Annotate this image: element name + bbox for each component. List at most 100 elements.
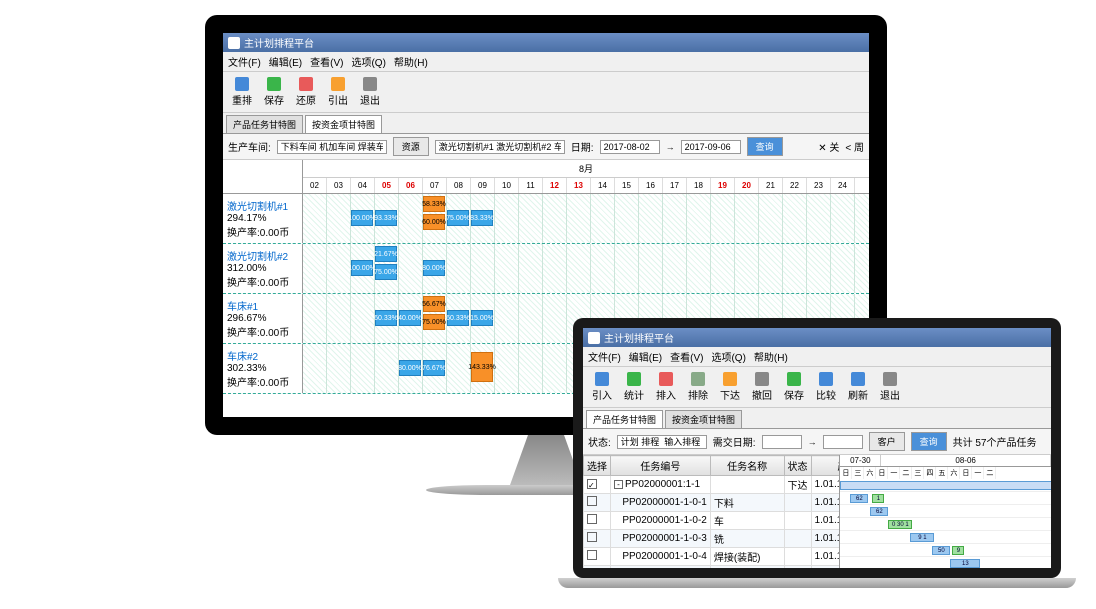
checkbox[interactable] [587,496,597,506]
col-header: 产品代码 [811,456,840,476]
mg-bar[interactable]: 9 [952,546,964,555]
query-btn[interactable]: 查询 [747,137,783,156]
day-header: 18 [687,178,711,193]
mg-bar[interactable]: 50 [932,546,950,555]
mg-bar[interactable]: 62 [870,507,888,516]
prev-btn[interactable]: < 周 [845,139,864,154]
gantt-bar[interactable]: 83.33% [471,210,493,226]
task-row[interactable]: -PP02000001:1-1下达1.01.102-007-000制动器板中61… [584,476,841,494]
laptop-bezel: 主计划排程平台 文件(F)编辑(E)查看(V)选项(Q)帮助(H) 引入统计排入… [573,318,1061,578]
gantt-bar[interactable]: 56.67% [423,296,445,312]
toolbar-btn-保存[interactable]: 保存 [260,75,288,109]
day-header: 09 [471,178,495,193]
toolbar-btn-还原[interactable]: 还原 [292,75,320,109]
tab[interactable]: 按资金项甘特图 [665,410,742,428]
task-row[interactable]: PP02000001-1-0-4焊接(装配)1.01.102-0X07-000制… [584,548,841,566]
toolbar-btn-引入[interactable]: 引入 [588,370,616,404]
gantt-bar[interactable]: 143.33% [471,352,493,382]
checkbox[interactable] [587,550,597,560]
filter-bar-2: 状态: 需交日期: → 客户 查询 共计 57个产品任务 [583,429,1051,455]
toolbar-btn-排除[interactable]: 排除 [684,370,712,404]
col-header: 任务名称 [710,456,784,476]
gantt-bar[interactable]: 80.00% [423,260,445,276]
gantt-bar[interactable]: 100.00% [351,210,373,226]
menu-item[interactable]: 查看(V) [310,54,343,69]
toolbar-btn-保存[interactable]: 保存 [780,370,808,404]
day-header: 三 [912,467,924,479]
gantt-bar[interactable]: 58.33% [423,196,445,212]
gantt-bar[interactable]: 60.00% [423,214,445,230]
toolbar-btn-刷新[interactable]: 刷新 [844,370,872,404]
menu-item[interactable]: 查看(V) [670,349,703,364]
day-header: 17 [663,178,687,193]
tree-toggle[interactable]: - [614,480,623,489]
gantt-row: 激光切割机#2312.00%换产率:0.00币100.00%21.67%75.0… [223,244,869,294]
mg-bar[interactable] [840,481,1051,490]
toolbar-btn-重排[interactable]: 重排 [228,75,256,109]
mg-bar[interactable]: 9 1 [910,533,934,542]
gantt-bar[interactable]: 75.00% [423,314,445,330]
resource-input[interactable] [435,140,565,154]
gantt-bar[interactable]: 15.00% [471,310,493,326]
day-header: 13 [567,178,591,193]
cust-btn[interactable]: 客户 [869,432,905,451]
toolbar-btn-下达[interactable]: 下达 [716,370,744,404]
toolbar-btn-统计[interactable]: 统计 [620,370,648,404]
gantt-bar[interactable]: 21.67% [375,246,397,262]
gantt-bar[interactable]: 40.00% [399,310,421,326]
query-btn-2[interactable]: 查询 [911,432,947,451]
laptop-screen: 主计划排程平台 文件(F)编辑(E)查看(V)选项(Q)帮助(H) 引入统计排入… [583,328,1051,568]
day-header: 03 [327,178,351,193]
mg-bar[interactable]: 13 [950,559,980,568]
menu-item[interactable]: 编辑(E) [629,349,662,364]
gantt-bar[interactable]: 100.00% [351,260,373,276]
tab[interactable]: 按资金项甘特图 [305,115,382,133]
gantt-bar[interactable]: 76.67% [423,360,445,376]
date-from[interactable] [600,140,660,154]
toolbar-btn-撤回[interactable]: 撤回 [748,370,776,404]
status-input[interactable] [617,435,707,449]
due-from[interactable] [762,435,802,449]
close-btn[interactable]: ✕ 关 [818,139,839,154]
gantt-bar[interactable]: 60.33% [375,310,397,326]
menu-item[interactable]: 选项(Q) [351,54,385,69]
toolbar-btn-排入[interactable]: 排入 [652,370,680,404]
menu-item[interactable]: 选项(Q) [711,349,745,364]
day-header: 三 [852,467,864,479]
workshop-input[interactable] [277,140,387,154]
gantt-bar[interactable]: 60.33% [447,310,469,326]
toolbar-btn-退出[interactable]: 退出 [356,75,384,109]
task-row[interactable]: PP02000001-1-0-3铣1.01.102-007-000铸板中61 [584,530,841,548]
tab[interactable]: 产品任务甘特图 [586,410,663,428]
due-to[interactable] [823,435,863,449]
toolbar-btn-退出[interactable]: 退出 [876,370,904,404]
tab[interactable]: 产品任务甘特图 [226,115,303,133]
menu-item[interactable]: 帮助(H) [754,349,788,364]
menu-item[interactable]: 编辑(E) [269,54,302,69]
gantt-bar[interactable]: 75.00% [447,210,469,226]
resource-btn[interactable]: 资源 [393,137,429,156]
day-header: 06 [399,178,423,193]
workshop-label: 生产车间: [228,139,271,154]
gantt-bar[interactable]: 80.00% [399,360,421,376]
checkbox[interactable] [587,532,597,542]
mg-bar[interactable]: 1 [872,494,884,503]
menu-item[interactable]: 文件(F) [228,54,261,69]
mg-bar[interactable]: 62 [850,494,868,503]
date-to[interactable] [681,140,741,154]
mg-bar[interactable]: 0 30 1 [888,520,912,529]
toolbar-btn-引出[interactable]: 引出 [324,75,352,109]
gantt-bar[interactable]: 93.33% [375,210,397,226]
app-icon [588,332,600,344]
task-row[interactable]: PP02000001-1-0-2车1.01.102-0X05-003铸板中61 [584,512,841,530]
checkbox[interactable] [587,514,597,524]
menu-item[interactable]: 文件(F) [588,349,621,364]
gantt-header: 8月 0203040506070809101112131415161718192… [223,160,869,194]
gantt-bar[interactable]: 75.00% [375,264,397,280]
menu-item[interactable]: 帮助(H) [394,54,428,69]
toolbar-btn-比较[interactable]: 比较 [812,370,840,404]
task-row[interactable]: PP02000001-1-0-1下料1.01.102-007-000铸板中61 [584,494,841,512]
task-row[interactable]: PP02000011-1-0-5车1.01.102-007-000制动器板中61 [584,566,841,569]
checkbox[interactable] [587,479,597,489]
day-header: 02 [303,178,327,193]
